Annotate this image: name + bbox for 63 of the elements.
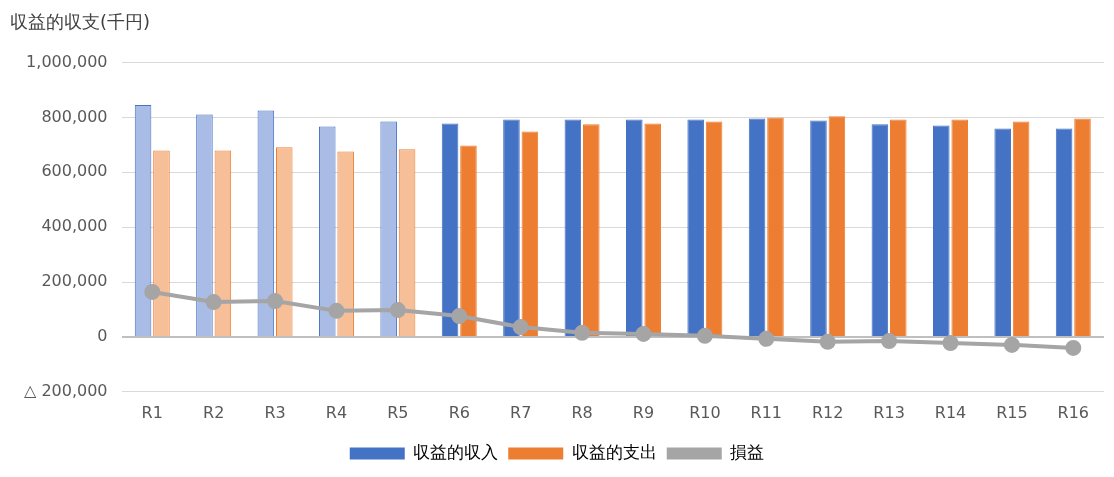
point (328, 302, 345, 319)
x-tick-label: R6 (448, 402, 470, 422)
x-tick-label: R4 (325, 402, 348, 422)
x-tick-label: R1 (141, 402, 163, 422)
bar (1055, 128, 1073, 336)
y-tick-label: 1,000,000 (26, 51, 108, 71)
y-tick-label: 400,000 (41, 216, 108, 236)
point (1003, 336, 1020, 353)
bar (748, 118, 766, 336)
point (267, 293, 284, 309)
x-tick-label: R7 (510, 402, 532, 422)
bar (890, 119, 907, 336)
x-tick-label: R2 (203, 402, 225, 422)
point (819, 333, 836, 350)
point (512, 319, 529, 336)
point (1065, 339, 1082, 356)
point (635, 325, 652, 342)
x-tick-label: R9 (632, 402, 655, 422)
point (758, 330, 775, 347)
legend-label: 収益的収入 (413, 441, 499, 462)
x-tick-label: R3 (264, 402, 286, 422)
bar (1074, 118, 1091, 336)
bar (564, 119, 582, 336)
point (451, 308, 468, 325)
point (389, 302, 406, 319)
bar (871, 124, 889, 336)
bar (441, 123, 459, 336)
bar (828, 116, 846, 336)
x-tick-label: R5 (387, 402, 409, 422)
x-tick-label: R15 (996, 402, 1028, 422)
point (881, 333, 898, 350)
y-tick-label: 0 (97, 326, 108, 346)
chart-title: 収益的収支(千円) (10, 11, 151, 33)
x-tick-label: R11 (750, 402, 783, 422)
y-tick-label: 200,000 (41, 271, 108, 291)
point (942, 334, 959, 351)
point (696, 327, 713, 344)
point (574, 324, 591, 341)
x-tick-label: R13 (873, 402, 905, 422)
y-tick-label: 600,000 (41, 161, 108, 181)
bar (460, 145, 477, 336)
x-tick-label: R12 (811, 402, 844, 422)
y-tick-label: △ 200,000 (23, 380, 108, 400)
bar (583, 124, 600, 336)
bar (767, 117, 784, 336)
x-tick-label: R16 (1057, 402, 1090, 422)
bar (994, 128, 1011, 336)
bar (810, 120, 827, 336)
bar (705, 121, 723, 336)
bar (503, 119, 520, 336)
legend-label: 損益 (730, 441, 765, 462)
bar (1012, 121, 1030, 336)
bar (951, 119, 968, 336)
bar (521, 131, 539, 336)
point (205, 294, 222, 311)
bar (932, 125, 950, 336)
legend-label: 収益的支出 (571, 441, 657, 462)
x-tick-label: R10 (689, 402, 721, 422)
bar (687, 119, 704, 336)
x-tick-label: R8 (571, 402, 593, 422)
y-tick-label: 800,000 (41, 106, 108, 126)
point (144, 283, 161, 300)
x-tick-label: R14 (934, 402, 967, 422)
